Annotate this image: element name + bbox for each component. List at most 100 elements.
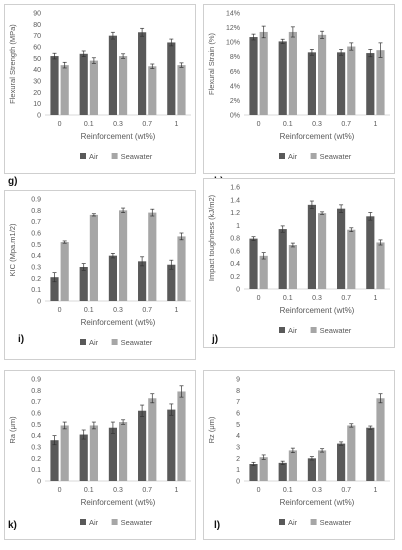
- x-tick-label: 1: [174, 121, 178, 128]
- y-tick-label: 2%: [230, 98, 240, 105]
- chart-svg-l: 0 1 2 3 4 5 6 7 8 9 0 0.1 0.3 0.7 1 Reinforcement (wt%)…: [207, 377, 390, 527]
- legend-swatch-seawater: [111, 153, 118, 159]
- y-tick-label: 0.2: [230, 274, 240, 281]
- y-tick-label: 0.1: [31, 287, 41, 294]
- panel-label-g: g): [8, 176, 18, 187]
- bar-air: [337, 52, 346, 115]
- bar-air: [138, 410, 147, 481]
- x-tick-label: 0: [257, 295, 261, 302]
- bar-seawater: [288, 245, 297, 289]
- panel-label-l: l): [214, 520, 221, 531]
- chart-panel-g: 0 10 20 30 40 50 60 70 80 90 0 0.1 0.3 0.7 1 Reinforcem…: [4, 4, 196, 174]
- x-tick-label: 0: [257, 487, 261, 494]
- x-axis-title: Reinforcement (wt%): [280, 498, 355, 507]
- bar-air: [249, 464, 258, 481]
- bar-seawater: [89, 425, 98, 481]
- y-tick-label: 0.7: [31, 399, 41, 406]
- y-tick-label: 0: [236, 479, 240, 486]
- y-tick-label: 14%: [226, 11, 240, 18]
- y-tick-label: 3: [236, 445, 240, 452]
- bar-seawater: [148, 398, 157, 481]
- y-tick-label: 0.4: [31, 433, 41, 440]
- bar-seawater: [318, 450, 327, 481]
- y-tick-label: 0%: [230, 113, 240, 120]
- y-tick-label: 7: [236, 399, 240, 406]
- bar-seawater: [148, 212, 157, 301]
- y-tick-label: 0.6: [31, 411, 41, 418]
- chart-svg-g: 0 10 20 30 40 50 60 70 80 90 0 0.1 0.3 0.7 1 Reinforcem…: [8, 11, 191, 161]
- bar-air: [249, 37, 258, 115]
- bar-seawater: [60, 425, 69, 481]
- bar-air: [307, 458, 316, 481]
- y-tick-label: 0.5: [31, 242, 41, 249]
- bar-seawater: [259, 31, 268, 116]
- bar-air: [337, 443, 346, 481]
- bar-air: [278, 229, 287, 289]
- x-tick-label: 0.1: [283, 295, 293, 302]
- legend-label: Air: [89, 152, 99, 161]
- y-tick-label: 0.2: [31, 276, 41, 283]
- bar-seawater: [259, 255, 268, 289]
- bar-air: [79, 53, 88, 115]
- bar-air: [79, 267, 88, 301]
- x-tick-label: 1: [373, 487, 377, 494]
- y-tick-label: 1: [236, 223, 240, 230]
- x-axis-title: Reinforcement (wt%): [81, 498, 156, 507]
- bar-seawater: [60, 65, 69, 115]
- y-tick-label: 0.8: [31, 208, 41, 215]
- x-tick-label: 1: [174, 487, 178, 494]
- legend-label: Air: [288, 326, 298, 335]
- bar-seawater: [89, 60, 98, 115]
- legend-label: Air: [288, 152, 298, 161]
- bar-air: [138, 261, 147, 301]
- x-tick-label: 0.3: [312, 295, 322, 302]
- y-tick-label: 0.4: [230, 261, 240, 268]
- y-tick-label: 0: [37, 299, 41, 306]
- bar-air: [167, 409, 176, 481]
- y-tick-label: 0.7: [31, 219, 41, 226]
- y-axis-title: KIC (Mpa.m1/2): [8, 223, 17, 276]
- bar-air: [167, 264, 176, 301]
- chart-svg-j: 0 0.2 0.4 0.6 0.8 1 1.2 1.4 1.6 0 0.1 0.3 0.7 1 Reinfo…: [207, 185, 390, 335]
- bar-seawater: [177, 236, 186, 301]
- x-axis-title: Reinforcement (wt%): [280, 306, 355, 315]
- bar-seawater: [376, 398, 385, 481]
- bar-seawater: [347, 229, 356, 289]
- x-axis-title: Reinforcement (wt%): [81, 318, 156, 327]
- chart-panel-j: 0 0.2 0.4 0.6 0.8 1 1.2 1.4 1.6 0 0.1 0.3 0.7 1 Reinfo…: [203, 178, 395, 348]
- x-tick-label: 0.7: [341, 487, 351, 494]
- y-tick-label: 0: [236, 287, 240, 294]
- x-tick-label: 0: [58, 487, 62, 494]
- legend-label: Seawater: [121, 152, 153, 161]
- bar-air: [337, 208, 346, 289]
- legend-label: Air: [288, 518, 298, 527]
- bar-seawater: [119, 56, 128, 115]
- legend-swatch-air: [80, 519, 86, 525]
- x-tick-label: 0.7: [142, 121, 152, 128]
- chart-svg-k: 0 0.1 0.2 0.3 0.4 0.5 0.6 0.7 0.8 0.9 0 0.1 0.3 0.7 1 R…: [8, 377, 191, 527]
- bar-air: [249, 238, 258, 289]
- y-tick-label: 80: [33, 22, 41, 29]
- bar-seawater: [177, 391, 186, 481]
- panel-label-j: j): [212, 334, 219, 345]
- legend-swatch-seawater: [310, 153, 317, 159]
- legend-swatch-seawater: [310, 519, 317, 525]
- x-tick-label: 0.3: [113, 487, 123, 494]
- bar-air: [108, 255, 117, 301]
- legend-label: Air: [89, 338, 99, 347]
- panel-label-i: i): [18, 334, 25, 345]
- y-tick-label: 9: [236, 377, 240, 384]
- legend-swatch-air: [80, 153, 86, 159]
- bar-air: [50, 56, 59, 115]
- bar-seawater: [288, 31, 297, 116]
- chart-panel-h: 0% 2% 4% 6% 8% 10% 12% 14% 0 0.1 0.3 0.7 1 Reinforcem…: [203, 4, 395, 174]
- x-tick-label: 0.1: [84, 487, 94, 494]
- legend-swatch-seawater: [111, 519, 118, 525]
- bar-seawater: [347, 425, 356, 481]
- y-tick-label: 4%: [230, 83, 240, 90]
- bar-air: [50, 277, 59, 301]
- y-tick-label: 0: [37, 479, 41, 486]
- x-tick-label: 1: [373, 121, 377, 128]
- bar-air: [79, 434, 88, 481]
- y-tick-label: 2: [236, 456, 240, 463]
